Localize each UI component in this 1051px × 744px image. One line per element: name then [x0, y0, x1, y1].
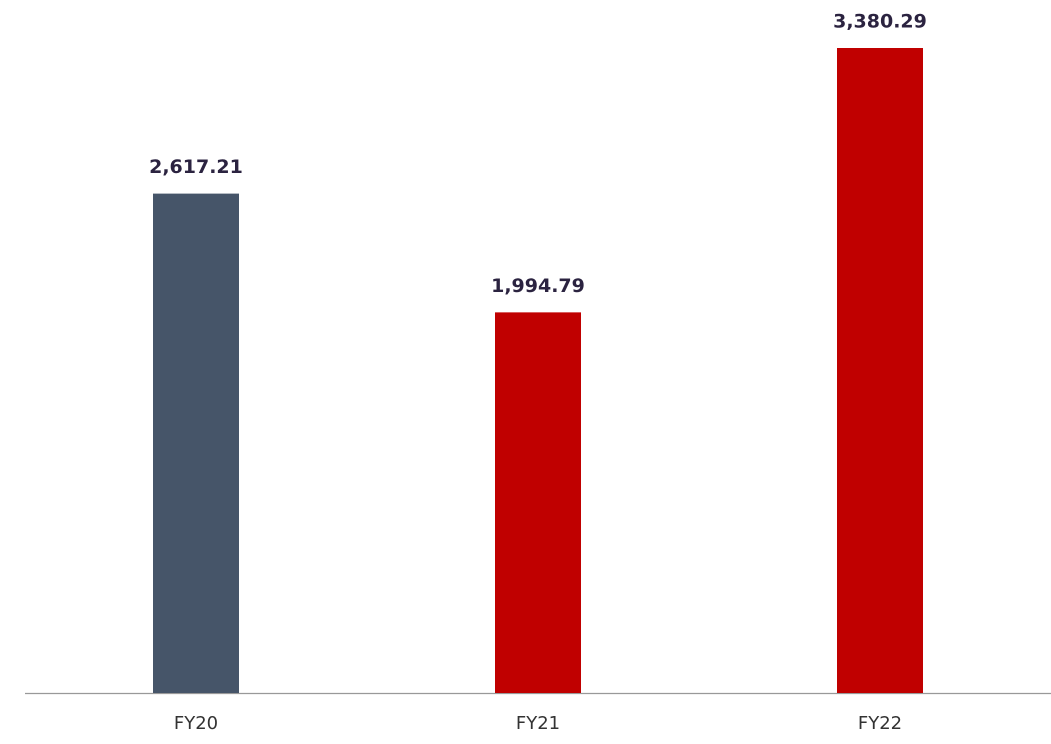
value-label: 2,617.21 — [149, 156, 243, 178]
x-tick-label: FY21 — [516, 713, 560, 734]
bar — [153, 193, 239, 693]
x-tick-label: FY20 — [174, 713, 218, 734]
x-tick-label: FY22 — [858, 713, 902, 734]
value-label: 1,994.79 — [491, 275, 585, 297]
bar — [837, 48, 923, 693]
bar — [495, 312, 581, 693]
value-label: 3,380.29 — [833, 11, 927, 33]
